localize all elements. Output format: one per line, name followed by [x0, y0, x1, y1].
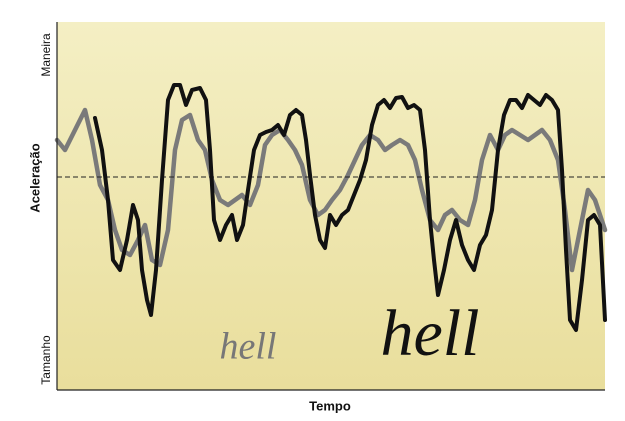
handwriting-annotation: hell — [220, 326, 277, 368]
y-high-label: Maneira — [39, 33, 53, 77]
plot-area — [57, 22, 605, 390]
x-axis-label: Tempo — [309, 398, 351, 413]
handwriting-annotation: hell — [381, 297, 480, 370]
y-axis-label: Aceleração — [27, 143, 42, 212]
marks — [54, 83, 608, 332]
line-series — [93, 83, 607, 332]
y-low-label: Tamanho — [39, 335, 53, 385]
line-series — [54, 107, 608, 273]
